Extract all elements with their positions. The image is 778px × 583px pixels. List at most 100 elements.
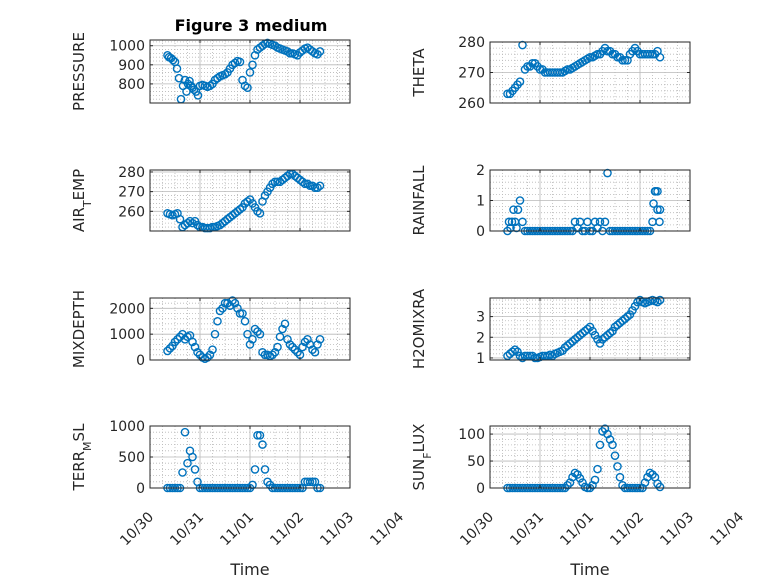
y-tick-label: 280 [118, 165, 145, 181]
data-point [600, 217, 610, 227]
data-point [228, 296, 237, 305]
data-point [250, 465, 260, 474]
data-point [515, 196, 525, 205]
data-point [308, 477, 317, 487]
grid [150, 425, 350, 489]
data-point [243, 83, 252, 93]
data-point [270, 177, 280, 187]
x-tick-label: 11/03 [657, 509, 697, 549]
data-point [288, 342, 297, 352]
data-point [218, 304, 227, 313]
data-point [293, 347, 302, 357]
y-tick-label: 2 [476, 163, 485, 179]
data-point [560, 343, 570, 352]
data-point [575, 473, 585, 483]
data-point [243, 197, 252, 206]
y-axis-label: THETA [410, 48, 428, 98]
data-point [250, 324, 260, 334]
data-point [315, 335, 325, 344]
y-tick-label: 280 [458, 35, 485, 51]
data-point [305, 181, 315, 191]
panel-5: 0 1000 2000 MIXDEPTH [70, 290, 351, 369]
data-point [563, 65, 572, 74]
data-point [315, 181, 325, 191]
data-point [188, 337, 197, 347]
grid [490, 41, 690, 104]
x-tick-label: 11/03 [317, 509, 357, 549]
data-point [653, 297, 662, 307]
data-point [253, 430, 262, 440]
y-tick-label: 1000 [109, 39, 145, 55]
x-tick-label: 11/02 [267, 509, 307, 549]
data-point [655, 217, 664, 227]
data-point [308, 345, 317, 354]
data-point [298, 342, 307, 352]
data-point [233, 304, 242, 313]
y-tick-label: 1000 [109, 419, 145, 435]
y-tick-label: 270 [458, 66, 485, 82]
panel-2: 260 270 280 THETA [410, 35, 691, 112]
data-point [525, 351, 535, 361]
series-markers [503, 295, 665, 363]
data-point [506, 223, 515, 233]
data-point [530, 353, 540, 363]
data-point [313, 340, 322, 349]
data-point [565, 339, 575, 348]
x-tick-label: 11/02 [607, 509, 647, 549]
data-point [518, 40, 527, 50]
x-tick-label: 11/04 [707, 509, 747, 549]
data-point [255, 430, 265, 440]
data-point [603, 330, 612, 340]
data-point [208, 345, 217, 354]
data-point [649, 199, 658, 208]
data-point [620, 314, 630, 323]
data-point [189, 85, 199, 94]
data-point [595, 217, 605, 227]
data-point [585, 52, 595, 62]
data-point [575, 330, 585, 340]
data-point [248, 60, 257, 70]
y-tick-label: 260 [118, 204, 145, 220]
panel-6: 1 2 3 H2OMIXRA [410, 288, 691, 369]
data-point [310, 183, 320, 193]
chart-title: Figure 3 medium [175, 16, 328, 35]
data-point [285, 340, 295, 349]
data-point [278, 324, 287, 334]
grid [490, 169, 690, 232]
y-tick-label: 2 [476, 330, 485, 346]
data-point [248, 335, 257, 344]
data-point [303, 179, 312, 189]
data-point [563, 481, 572, 490]
data-point [590, 475, 600, 485]
y-tick-label: 900 [118, 58, 145, 74]
x-tick-label: 11/04 [367, 509, 407, 549]
x-tick-label: 10/31 [507, 509, 547, 549]
data-point [300, 179, 310, 189]
data-point [168, 55, 178, 65]
y-tick-label: 270 [118, 185, 145, 201]
y-tick-label: 50 [467, 454, 485, 470]
data-point [240, 81, 250, 91]
data-point [593, 464, 602, 474]
data-point [268, 350, 277, 360]
data-point [258, 347, 267, 357]
data-point [600, 332, 610, 342]
data-point [300, 337, 310, 347]
data-point [555, 68, 565, 77]
y-tick-label: 260 [458, 96, 485, 112]
data-point [285, 49, 295, 58]
data-point [178, 468, 187, 477]
data-point [651, 187, 660, 196]
data-point [240, 316, 250, 326]
data-point [290, 345, 300, 354]
panel-7: 0 500 1000 10/30 10/31 11/01 11/02 11/03 11/04 TE… [70, 419, 407, 579]
data-point [618, 316, 627, 326]
data-point [253, 207, 262, 216]
data-point [298, 177, 307, 187]
data-point [220, 70, 230, 79]
x-tick-label: 11/01 [217, 509, 257, 549]
y-tick-label: 1000 [109, 327, 145, 343]
y-axis-label: SUNFLUX [410, 424, 434, 491]
data-point [245, 68, 255, 77]
y-axis-label: AIRTEMP [70, 169, 94, 232]
